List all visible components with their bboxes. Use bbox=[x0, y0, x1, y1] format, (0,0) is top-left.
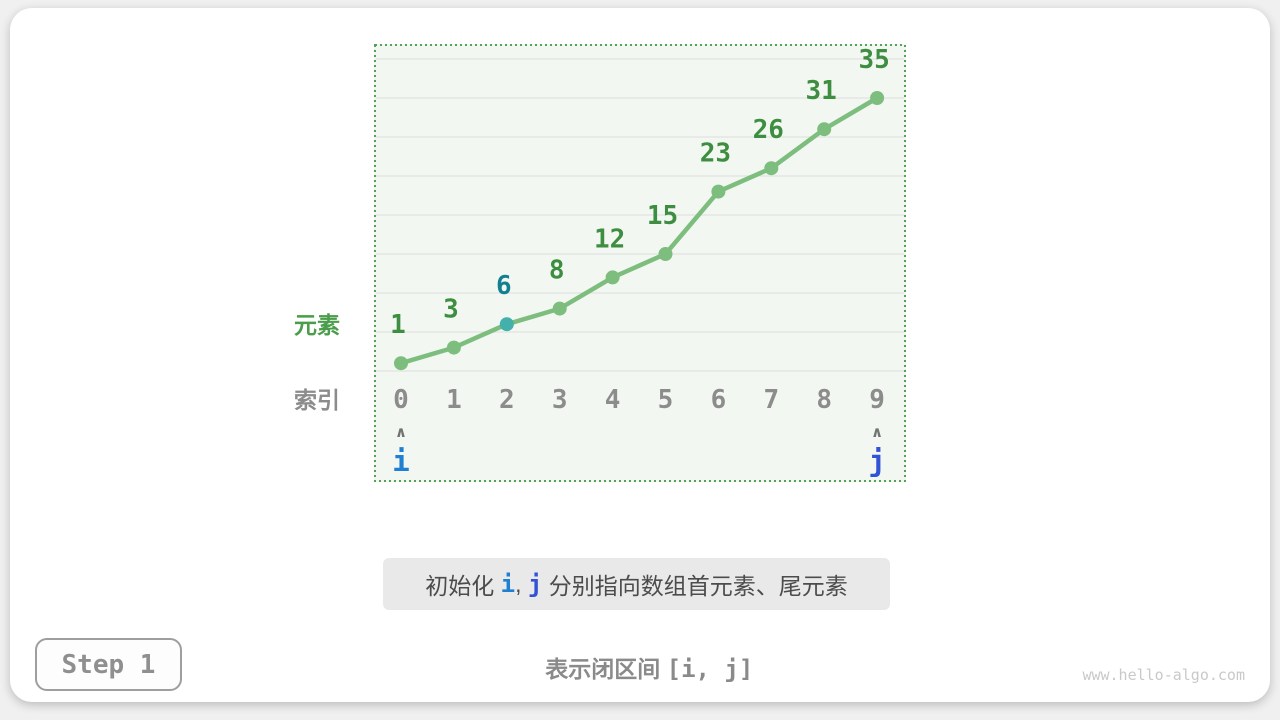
data-point-1 bbox=[446, 340, 461, 355]
caption-text: , bbox=[515, 570, 528, 597]
pointer-label-i: i bbox=[392, 444, 409, 478]
watermark: www.hello-algo.com bbox=[1082, 666, 1245, 684]
index-label-9: 9 bbox=[869, 385, 885, 415]
caption-pointer-i: i bbox=[500, 570, 516, 598]
pointer-caret-i: ∧ bbox=[395, 423, 407, 441]
value-label-2: 6 bbox=[496, 271, 512, 301]
subcaption-interval: [i, j] bbox=[666, 655, 754, 683]
index-label-7: 7 bbox=[763, 385, 779, 415]
data-point-2 bbox=[499, 317, 514, 332]
pointer-label-j: j bbox=[868, 444, 885, 478]
value-label-9: 35 bbox=[858, 45, 889, 75]
value-label-8: 31 bbox=[806, 76, 837, 106]
index-label-6: 6 bbox=[711, 385, 727, 415]
value-label-5: 15 bbox=[647, 201, 678, 231]
index-label-0: 0 bbox=[393, 385, 409, 415]
value-label-0: 1 bbox=[390, 310, 406, 340]
index-label-2: 2 bbox=[499, 385, 515, 415]
value-label-4: 12 bbox=[594, 224, 625, 254]
subcaption-text: 表示闭区间 bbox=[545, 656, 667, 682]
caption-box: 初始化 i, j 分别指向数组首元素、尾元素 bbox=[383, 558, 890, 610]
index-label-5: 5 bbox=[658, 385, 674, 415]
data-point-3 bbox=[552, 301, 567, 316]
y-row-label-indices: 索引 bbox=[294, 387, 340, 413]
data-point-4 bbox=[605, 270, 620, 285]
index-label-4: 4 bbox=[605, 385, 621, 415]
data-point-8 bbox=[817, 122, 832, 137]
data-point-0 bbox=[394, 356, 408, 371]
value-label-3: 8 bbox=[549, 256, 565, 286]
data-point-7 bbox=[764, 161, 779, 176]
data-point-6 bbox=[711, 184, 726, 199]
value-label-1: 3 bbox=[443, 295, 459, 325]
y-row-label-elements: 元素 bbox=[294, 312, 340, 338]
value-label-7: 26 bbox=[753, 115, 784, 145]
subcaption: 表示闭区间 [i, j] bbox=[383, 623, 890, 683]
caption-text: 初始化 bbox=[425, 573, 501, 599]
data-point-5 bbox=[658, 247, 673, 261]
index-label-8: 8 bbox=[816, 385, 832, 415]
figure-card: 元素 索引 1 3 6 8 12 15 23 26 31 35 0 1 2 3 4 5 6 7 8 9 ∧ i ∧ j 初始化… bbox=[10, 8, 1270, 702]
step-badge: Step 1 bbox=[35, 638, 182, 691]
caption-pointer-j: j bbox=[527, 570, 543, 598]
data-point-9 bbox=[870, 91, 885, 105]
index-label-3: 3 bbox=[552, 385, 568, 415]
caption-text: 分别指向数组首元素、尾元素 bbox=[542, 573, 848, 599]
value-label-6: 23 bbox=[700, 139, 731, 169]
step-badge-label: Step 1 bbox=[61, 649, 156, 680]
pointer-caret-j: ∧ bbox=[871, 423, 883, 441]
index-label-1: 1 bbox=[446, 385, 462, 415]
